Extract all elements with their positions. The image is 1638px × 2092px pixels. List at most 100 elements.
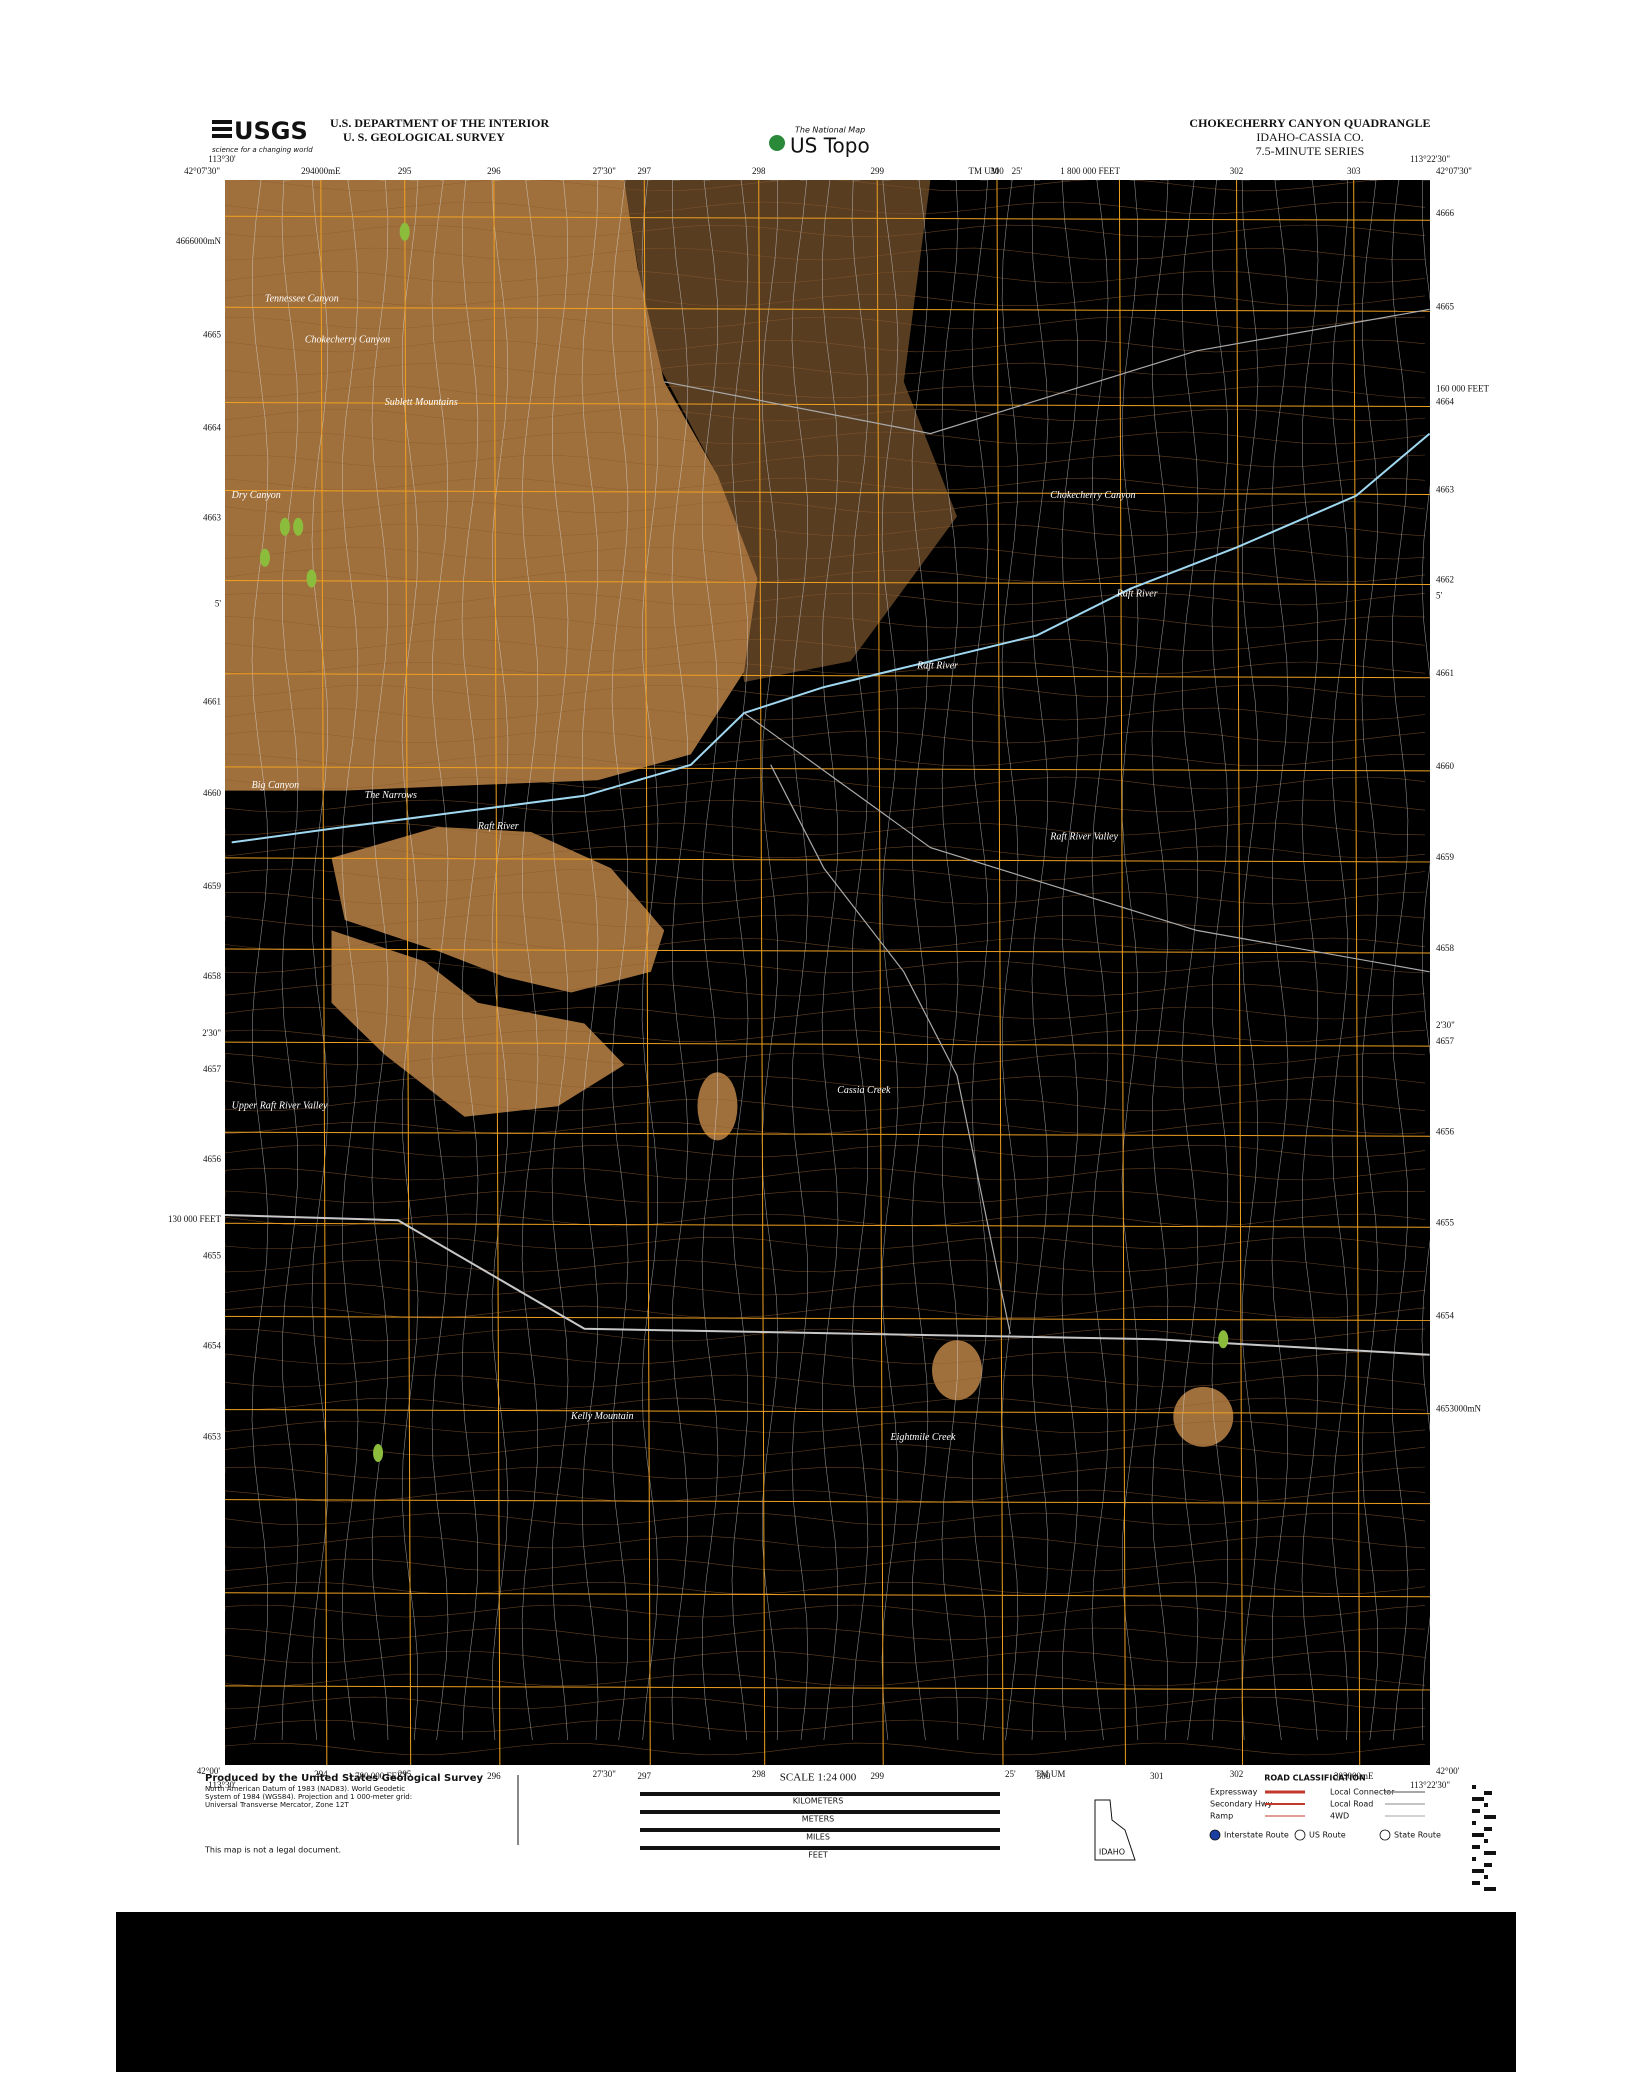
bottom-tick-label: 299 (870, 1771, 884, 1781)
right-tick-label: 4658 (1436, 943, 1455, 953)
utm-grid (225, 1685, 1430, 1691)
utm-grid (225, 857, 1430, 863)
right-tick-label: 4666 (1436, 208, 1455, 218)
stream (341, 180, 359, 1741)
barcode-bar (1484, 1875, 1488, 1879)
contour (225, 270, 1426, 284)
road-classification: ROAD CLASSIFICATION (1264, 1774, 1365, 1783)
national-map: The National Map (795, 126, 865, 135)
datum-box: North American Datum of 1983 (NAD83). Wo… (205, 1785, 412, 1809)
utm-grid (225, 1131, 1430, 1137)
utm-grid (225, 490, 1430, 495)
utm-grid (225, 1041, 1430, 1047)
place-name: Raft River Valley (1049, 832, 1118, 843)
barcode-bar (1484, 1887, 1496, 1891)
contour (225, 454, 1426, 468)
produced-by: Produced by the United States Geological… (205, 1773, 484, 1784)
right-tick-label: 4653000mN (1436, 1404, 1482, 1414)
contour (225, 1190, 1426, 1204)
road-label: 4WD (1330, 1812, 1349, 1821)
route-label: Interstate Route (1224, 1831, 1289, 1840)
right-tick-label: 4659 (1436, 852, 1455, 862)
road-label: Local Road (1330, 1800, 1373, 1809)
contour (225, 1742, 1426, 1756)
stream (371, 180, 389, 1741)
stream (1181, 180, 1199, 1741)
top-tick-label: 300 (990, 166, 1004, 176)
road (743, 712, 1430, 973)
place-name: Cassia Creek (837, 1085, 891, 1096)
contour (225, 1236, 1426, 1250)
contour (225, 293, 1426, 307)
left-tick-label: 4661 (203, 697, 221, 707)
vegetation (399, 222, 410, 241)
vegetation (306, 569, 317, 588)
utm-grid (876, 180, 884, 1765)
left-tick-label: 4654 (203, 1341, 222, 1351)
barcode-bar (1472, 1869, 1484, 1873)
road-label: Secondary Hwy (1210, 1800, 1272, 1809)
stream (611, 180, 629, 1741)
bottom-tick-label: 302 (1230, 1769, 1244, 1779)
barcode-bar (1472, 1797, 1484, 1801)
state-county: IDAHO-CASSIA CO. (1256, 130, 1363, 144)
header: USGS science for a changing world U.S. D… (212, 116, 1431, 158)
bottom-tick-label: 301 (1150, 1771, 1164, 1781)
contour (225, 1489, 1426, 1503)
bottom-tick-label: 25' (1005, 1769, 1016, 1779)
contour (225, 408, 1426, 422)
survey: U. S. GEOLOGICAL SURVEY (343, 130, 505, 144)
national-map-icon (769, 135, 785, 151)
route-label: US Route (1309, 1831, 1346, 1840)
corner-lon: 113°22'30" (1410, 154, 1450, 164)
utm-grid (1118, 180, 1126, 1765)
top-tick-label: 27'30" (593, 166, 617, 176)
utm-grid (225, 1315, 1430, 1321)
contour (225, 730, 1426, 744)
stream (1211, 180, 1229, 1741)
contour (225, 316, 1426, 330)
stream (851, 180, 869, 1741)
utm-grid (404, 180, 412, 1765)
contour (225, 362, 1426, 376)
utm-grid (225, 306, 1430, 312)
stream (521, 180, 539, 1741)
contour (225, 983, 1426, 997)
right-tick-label: 4654 (1436, 1310, 1455, 1320)
vegetation (373, 1444, 384, 1463)
contour (225, 822, 1426, 836)
utm-grid (225, 215, 1430, 221)
left-tick-label: 4665 (203, 329, 222, 339)
right-tick-label: 4662 (1436, 575, 1454, 585)
contour (225, 1420, 1426, 1434)
right-tick-label: 4657 (1436, 1036, 1455, 1046)
place-name: Tennessee Canyon (265, 293, 339, 304)
place-name: Big Canyon (252, 780, 300, 791)
contour (225, 1627, 1426, 1641)
barcode-bar (1484, 1839, 1488, 1843)
footer: Produced by the United States Geological… (204, 1772, 1508, 1900)
left-tick-label: 4663 (203, 513, 222, 523)
black-band (116, 1912, 1516, 2072)
contour (225, 1397, 1426, 1411)
stream (821, 180, 839, 1741)
left-tick-label: 4666000mN (176, 236, 222, 246)
stream (1091, 180, 1109, 1741)
contour (225, 1167, 1426, 1181)
stream (1241, 180, 1259, 1741)
left-tick-label: 2'30" (202, 1028, 221, 1038)
stream (251, 180, 269, 1741)
stream (1001, 180, 1019, 1741)
top-tick-label: 297 (638, 166, 652, 176)
contour (225, 638, 1426, 652)
meters: METERS (802, 1815, 835, 1824)
contour (225, 1006, 1426, 1020)
contour (225, 339, 1426, 353)
place-name: Raft River (477, 821, 519, 832)
barcode-bar (1484, 1803, 1488, 1807)
stream (281, 180, 299, 1741)
map: Chokecherry Canyon Tennessee Canyon Sublet… (225, 180, 1430, 1765)
stream (491, 180, 509, 1741)
barcode-bar (1472, 1821, 1476, 1825)
